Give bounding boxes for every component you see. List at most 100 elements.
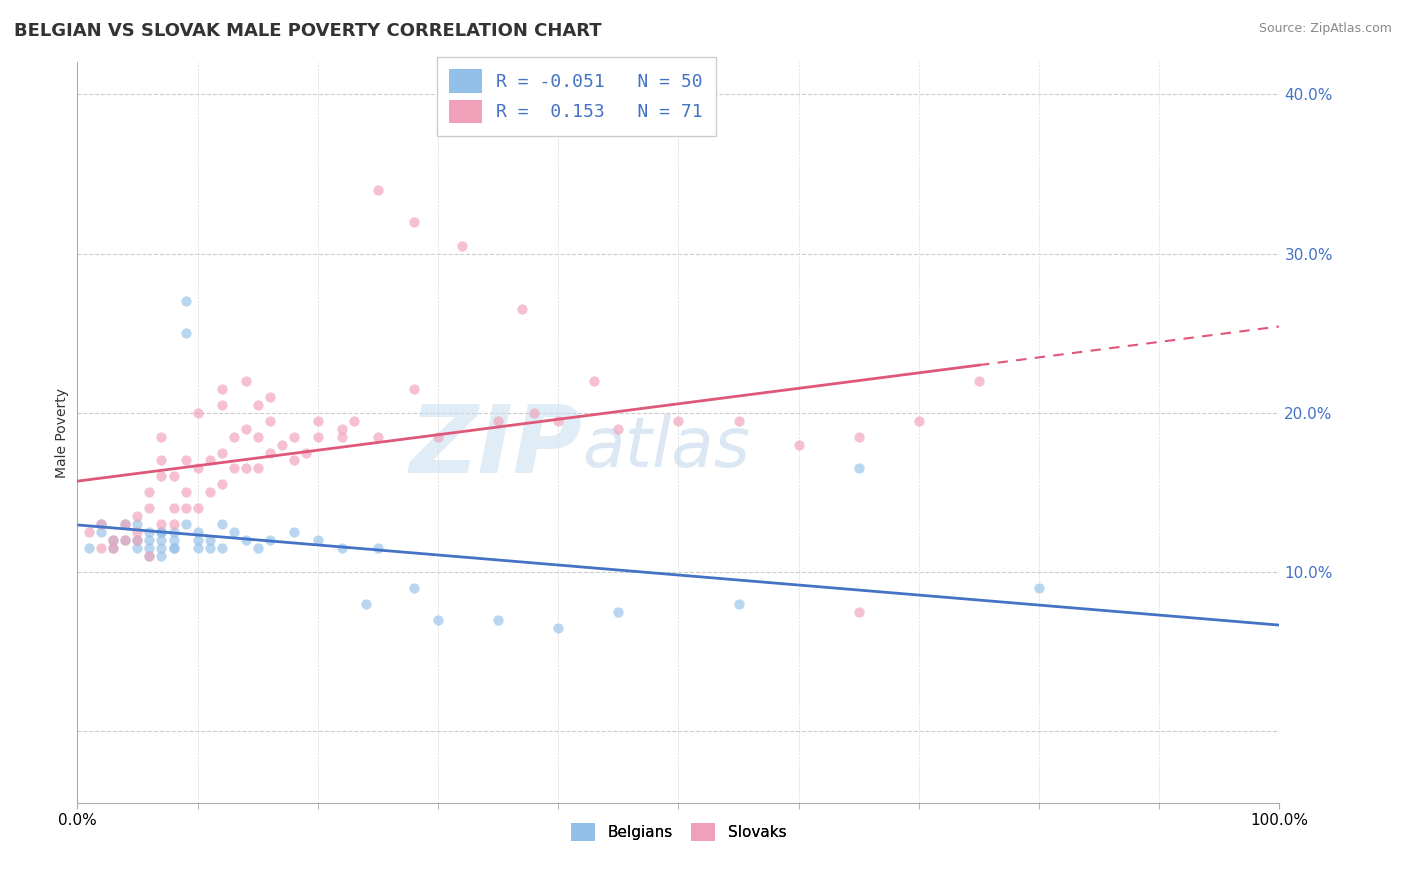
Point: [150, 453, 173, 467]
Point: [114, 517, 136, 532]
Point: [90, 517, 112, 532]
Point: [607, 422, 630, 436]
Legend: Belgians, Slovaks: Belgians, Slovaks: [562, 815, 794, 848]
Point: [330, 422, 353, 436]
Point: [162, 525, 184, 540]
Point: [138, 549, 160, 563]
Point: [186, 406, 209, 420]
Text: Source: ZipAtlas.com: Source: ZipAtlas.com: [1258, 22, 1392, 36]
Point: [283, 525, 305, 540]
Point: [427, 429, 450, 443]
Point: [307, 533, 329, 547]
Point: [150, 469, 173, 483]
Point: [127, 525, 149, 540]
Text: BELGIAN VS SLOVAK MALE POVERTY CORRELATION CHART: BELGIAN VS SLOVAK MALE POVERTY CORRELATI…: [14, 22, 602, 40]
Point: [174, 326, 197, 340]
Point: [402, 382, 425, 396]
Point: [127, 517, 149, 532]
Point: [198, 485, 221, 500]
Point: [138, 549, 160, 563]
Point: [211, 477, 233, 491]
Point: [127, 541, 149, 555]
Point: [90, 541, 112, 555]
Point: [174, 485, 197, 500]
Point: [235, 374, 257, 388]
Point: [138, 541, 160, 555]
Point: [330, 429, 353, 443]
Point: [354, 597, 377, 611]
Point: [668, 414, 690, 428]
Point: [211, 445, 233, 459]
Point: [967, 374, 990, 388]
Point: [402, 581, 425, 595]
Point: [427, 613, 450, 627]
Point: [607, 605, 630, 619]
Point: [211, 382, 233, 396]
Point: [787, 437, 810, 451]
Point: [583, 374, 606, 388]
Point: [486, 414, 509, 428]
Point: [848, 605, 870, 619]
Point: [727, 414, 749, 428]
Point: [1028, 581, 1050, 595]
Point: [150, 517, 173, 532]
Point: [211, 517, 233, 532]
Y-axis label: Male Poverty: Male Poverty: [55, 388, 69, 477]
Point: [114, 517, 136, 532]
Point: [186, 525, 209, 540]
Point: [186, 501, 209, 516]
Point: [150, 533, 173, 547]
Point: [174, 294, 197, 309]
Point: [283, 453, 305, 467]
Point: [162, 501, 184, 516]
Point: [486, 613, 509, 627]
Point: [150, 525, 173, 540]
Point: [222, 461, 245, 475]
Point: [523, 406, 546, 420]
Point: [162, 533, 184, 547]
Point: [259, 533, 281, 547]
Point: [150, 541, 173, 555]
Point: [367, 541, 389, 555]
Point: [727, 597, 749, 611]
Point: [127, 533, 149, 547]
Point: [222, 525, 245, 540]
Point: [114, 533, 136, 547]
Point: [186, 461, 209, 475]
Point: [235, 533, 257, 547]
Point: [103, 541, 125, 555]
Point: [150, 525, 173, 540]
Point: [174, 501, 197, 516]
Point: [138, 525, 160, 540]
Point: [246, 461, 269, 475]
Point: [103, 533, 125, 547]
Point: [186, 541, 209, 555]
Point: [510, 302, 533, 317]
Point: [90, 525, 112, 540]
Point: [246, 541, 269, 555]
Point: [138, 485, 160, 500]
Point: [402, 214, 425, 228]
Point: [259, 414, 281, 428]
Point: [162, 469, 184, 483]
Point: [162, 541, 184, 555]
Point: [127, 509, 149, 524]
Point: [330, 541, 353, 555]
Point: [307, 429, 329, 443]
Point: [211, 398, 233, 412]
Point: [367, 429, 389, 443]
Point: [162, 517, 184, 532]
Point: [367, 183, 389, 197]
Point: [198, 541, 221, 555]
Point: [211, 541, 233, 555]
Point: [235, 422, 257, 436]
Point: [174, 453, 197, 467]
Point: [162, 541, 184, 555]
Point: [307, 414, 329, 428]
Point: [848, 429, 870, 443]
Point: [103, 541, 125, 555]
Point: [343, 414, 366, 428]
Point: [547, 621, 569, 635]
Point: [283, 429, 305, 443]
Text: ZIP: ZIP: [409, 401, 582, 493]
